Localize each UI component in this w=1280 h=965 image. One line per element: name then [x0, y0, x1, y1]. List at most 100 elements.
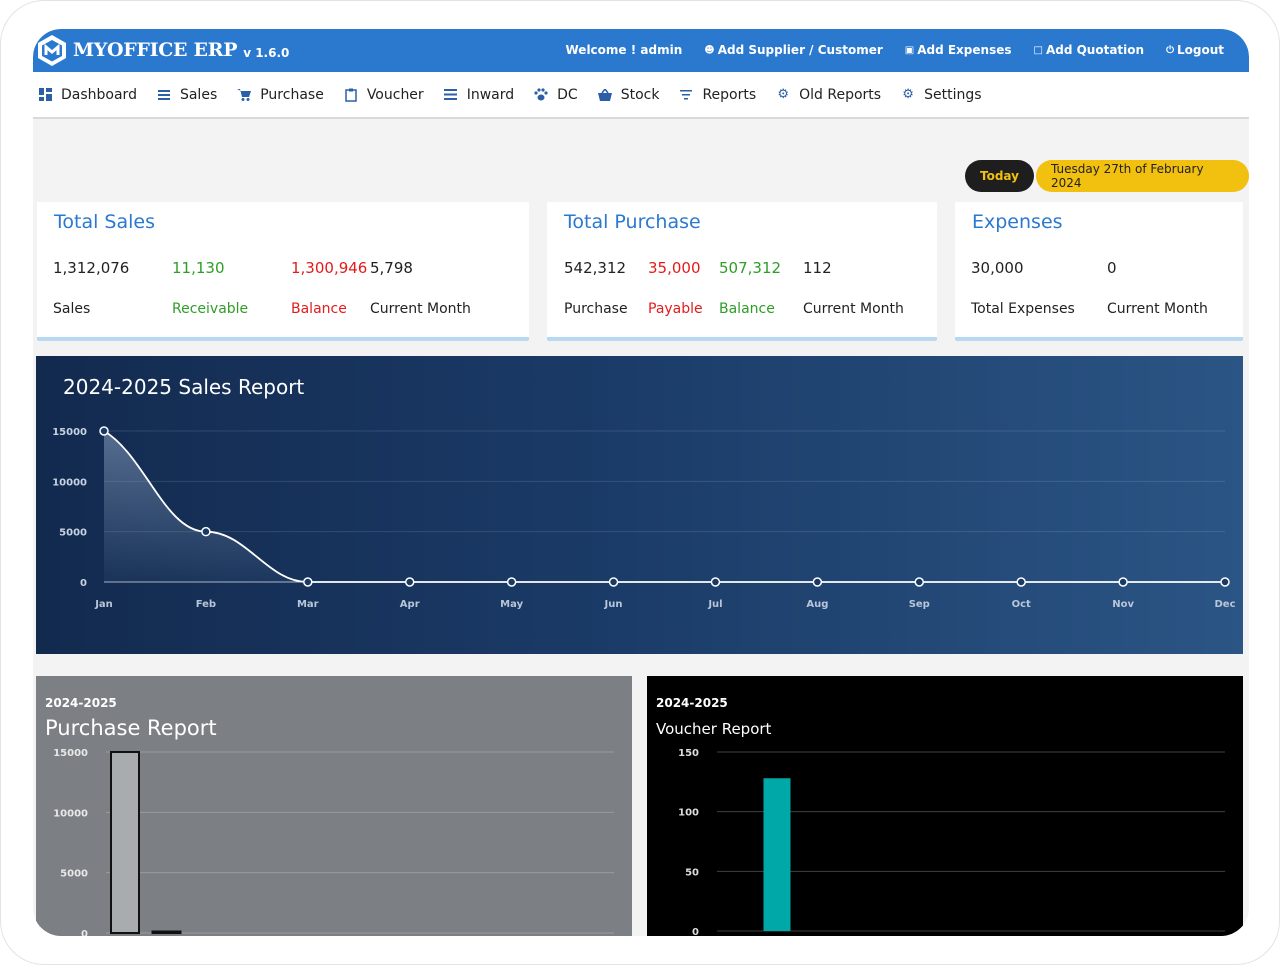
add-quotation-link[interactable]: □ Add Quotation — [1033, 43, 1145, 57]
logo-icon — [38, 35, 66, 66]
clipboard-icon — [344, 88, 358, 102]
data-point — [812, 577, 823, 587]
nav-inward[interactable]: Inward — [444, 87, 514, 103]
app-name: MYOFFICE ERP — [73, 39, 238, 61]
x-tick-label: May — [500, 599, 523, 610]
total-expenses-label: Total Expenses — [971, 301, 1075, 317]
chart-title: Purchase Report — [45, 716, 217, 740]
add-supplier-customer-link[interactable]: ☻ Add Supplier / Customer — [704, 43, 883, 57]
filter-icon — [679, 88, 693, 102]
basket-icon — [597, 88, 612, 102]
current-month-value: 0 — [1107, 259, 1117, 277]
nav-settings[interactable]: ⚙ Settings — [902, 86, 982, 103]
sales-chart: 15000 10000 5000 0 Jan Feb Mar Apr May Jun Jul Aug S… — [52, 426, 1236, 610]
y-tick-label: 0 — [80, 578, 87, 589]
grid-icon — [38, 88, 52, 102]
purchase-report-panel: 2024-2025 Purchase Report 15000 10000 5000… — [36, 676, 632, 936]
y-tick-label: 0 — [81, 929, 88, 936]
logout-link[interactable]: ⏻ Logout — [1166, 43, 1224, 57]
receivable-label: Receivable — [172, 301, 249, 317]
bar — [151, 930, 182, 934]
bar — [110, 751, 140, 934]
expenses-card: Expenses 30,000 0 Total Expenses Current… — [955, 202, 1243, 341]
y-tick-label: 0 — [692, 927, 699, 936]
money-icon: ▣ — [904, 44, 915, 56]
gear-icon: ⚙ — [902, 87, 914, 102]
nav-reports[interactable]: Reports — [679, 87, 756, 103]
top-bar: MYOFFICE ERP v 1.6.0 Welcome ! admin ☻ Ad… — [33, 29, 1249, 72]
main-nav: Dashboard Sales Purchase Voucher Inward … — [33, 72, 1249, 119]
current-month-label: Current Month — [803, 301, 904, 317]
nav-voucher[interactable]: Voucher — [344, 87, 424, 103]
y-tick-label: 5000 — [60, 869, 88, 880]
data-point — [608, 577, 619, 587]
area-fill — [104, 431, 1225, 582]
nav-dc[interactable]: DC — [534, 87, 578, 103]
nav-sales[interactable]: Sales — [157, 87, 217, 103]
app-version: v 1.6.0 — [243, 45, 290, 60]
data-point — [99, 426, 109, 436]
x-tick-label: Apr — [400, 599, 420, 610]
y-tick-label: 50 — [685, 867, 699, 878]
nav-stock[interactable]: Stock — [597, 87, 659, 103]
x-tick-label: Nov — [1112, 599, 1134, 610]
x-tick-label: Oct — [1012, 599, 1031, 610]
card-title: Total Purchase — [564, 211, 701, 233]
total-purchase-card: Total Purchase 542,312 35,000 507,312 11… — [547, 202, 937, 341]
purchase-chart: 15000 10000 5000 0 — [53, 748, 614, 936]
current-month-value: 112 — [803, 259, 832, 277]
card-title: Total Sales — [54, 211, 155, 233]
balance-value: 1,300,946 — [291, 259, 368, 277]
x-tick-label: Dec — [1214, 599, 1235, 610]
x-tick-label: Jul — [707, 599, 722, 610]
data-point — [914, 577, 925, 587]
list-icon — [157, 88, 171, 102]
user-icon: ☻ — [704, 44, 715, 56]
x-tick-label: Aug — [806, 599, 828, 610]
y-tick-label: 10000 — [53, 808, 88, 819]
y-tick-label: 15000 — [52, 427, 87, 438]
y-tick-label: 100 — [678, 808, 699, 819]
x-tick-label: Sep — [909, 599, 930, 610]
card-title: Expenses — [972, 211, 1063, 233]
data-point — [506, 577, 517, 587]
cart-icon — [237, 88, 252, 102]
total-sales-card: Total Sales 1,312,076 11,130 1,300,946 5… — [37, 202, 529, 341]
chart-subtitle: 2024-2025 — [45, 696, 117, 710]
app-window: MYOFFICE ERP v 1.6.0 Welcome ! admin ☻ Ad… — [33, 29, 1249, 936]
balance-value: 507,312 — [719, 259, 782, 277]
nav-purchase[interactable]: Purchase — [237, 87, 324, 103]
data-point — [201, 526, 211, 537]
voucher-chart: 150 100 50 0 — [678, 748, 1225, 936]
purchase-label: Purchase — [564, 301, 628, 317]
menu-icon — [444, 88, 458, 102]
current-date: Tuesday 27th of February 2024 — [1035, 160, 1249, 192]
sales-label: Sales — [53, 301, 91, 317]
y-tick-label: 10000 — [52, 477, 87, 488]
y-tick-label: 5000 — [59, 528, 87, 539]
payable-value: 35,000 — [648, 259, 701, 277]
bar — [763, 778, 791, 931]
receivable-value: 11,130 — [172, 259, 225, 277]
x-tick-label: Jun — [604, 599, 623, 610]
y-tick-label: 15000 — [53, 748, 88, 759]
brand[interactable]: MYOFFICE ERP v 1.6.0 — [35, 33, 289, 67]
voucher-report-panel: 2024-2025 Voucher Report 150 100 50 0 — [647, 676, 1243, 936]
chart-title: Voucher Report — [656, 720, 772, 738]
purchase-value: 542,312 — [564, 259, 627, 277]
data-point — [710, 577, 721, 587]
add-expenses-link[interactable]: ▣ Add Expenses — [904, 43, 1012, 57]
sales-report-panel: 2024-2025 Sales Report 15000 10000 5000 0 Ja… — [36, 356, 1243, 654]
nav-dashboard[interactable]: Dashboard — [38, 87, 137, 103]
current-month-value: 5,798 — [370, 259, 413, 277]
welcome-link[interactable]: Welcome ! admin — [565, 43, 683, 57]
data-point — [1016, 577, 1026, 587]
balance-label: Balance — [291, 301, 347, 317]
chart-title: 2024-2025 Sales Report — [63, 375, 305, 399]
x-tick-label: Mar — [297, 599, 319, 610]
data-point — [1220, 577, 1230, 587]
today-badge: Today — [965, 160, 1034, 192]
nav-old-reports[interactable]: ⚙ Old Reports — [777, 86, 882, 103]
top-links: Welcome ! admin ☻ Add Supplier / Customer… — [566, 43, 1225, 57]
